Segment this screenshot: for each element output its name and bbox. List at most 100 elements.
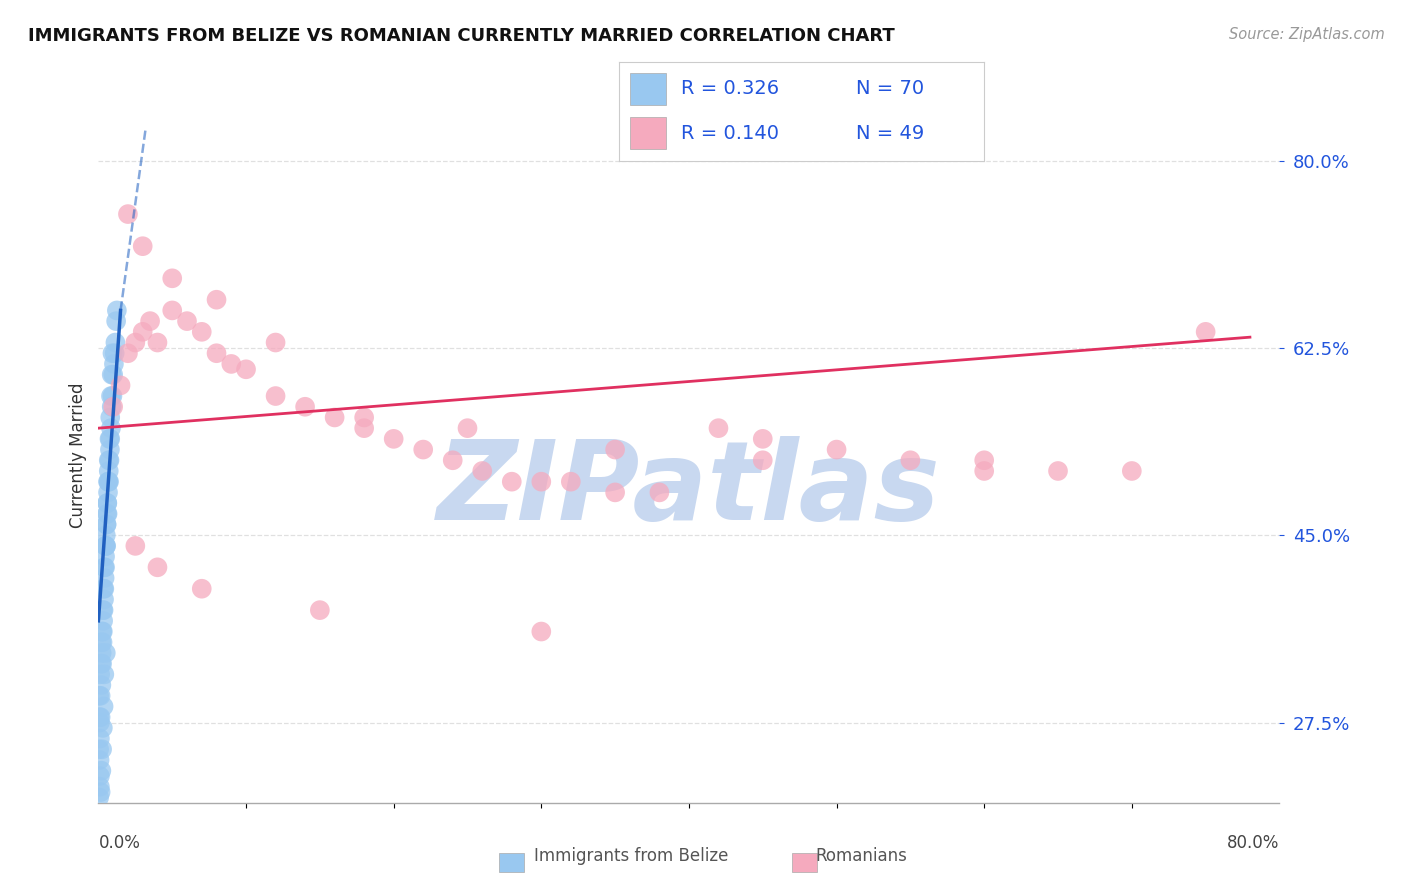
Text: R = 0.140: R = 0.140 [681, 124, 779, 143]
Point [162, 271, 183, 285]
Point [900, 453, 922, 467]
Point [98, 475, 121, 489]
Point [973, 453, 995, 467]
Point [104, 335, 127, 350]
Point [97, 475, 120, 489]
Text: Source: ZipAtlas.com: Source: ZipAtlas.com [1229, 27, 1385, 42]
FancyBboxPatch shape [630, 118, 666, 149]
Point [530, 475, 553, 489]
Point [441, 453, 464, 467]
Y-axis label: Currently Married: Currently Married [69, 382, 87, 528]
Point [353, 410, 375, 425]
Text: N = 49: N = 49 [856, 124, 925, 143]
Point [90, 635, 112, 649]
Point [104, 346, 127, 360]
Point [94, 539, 117, 553]
Point [139, 314, 162, 328]
Point [91, 624, 114, 639]
Point [605, 442, 627, 457]
Point [353, 421, 375, 435]
Point [93, 582, 115, 596]
Point [93, 699, 115, 714]
Point [96, 496, 118, 510]
Point [93, 667, 115, 681]
FancyBboxPatch shape [630, 73, 666, 104]
Point [98, 442, 121, 457]
Point [105, 314, 128, 328]
Point [105, 303, 128, 318]
Point [560, 475, 582, 489]
Text: IMMIGRANTS FROM BELIZE VS ROMANIAN CURRENTLY MARRIED CORRELATION CHART: IMMIGRANTS FROM BELIZE VS ROMANIAN CURRE… [28, 27, 894, 45]
Point [98, 453, 121, 467]
Point [90, 785, 112, 799]
Point [94, 549, 117, 564]
Point [1046, 464, 1069, 478]
Point [97, 475, 120, 489]
Point [124, 335, 146, 350]
Point [103, 357, 125, 371]
Point [89, 667, 111, 681]
Point [191, 325, 214, 339]
Point [91, 614, 114, 628]
Point [382, 432, 405, 446]
Point [100, 368, 122, 382]
Point [96, 517, 118, 532]
Point [91, 635, 114, 649]
Point [91, 742, 114, 756]
Point [219, 357, 243, 371]
Point [96, 496, 118, 510]
Point [100, 389, 122, 403]
Point [101, 346, 124, 360]
Point [89, 790, 111, 805]
Point [605, 485, 627, 500]
Point [205, 293, 228, 307]
Point [90, 689, 112, 703]
Point [89, 710, 111, 724]
Point [90, 764, 112, 778]
Point [309, 603, 332, 617]
Point [235, 362, 257, 376]
Point [89, 753, 111, 767]
Point [98, 432, 121, 446]
Point [146, 335, 169, 350]
Point [97, 485, 120, 500]
Point [89, 715, 111, 730]
Point [89, 689, 111, 703]
Point [94, 539, 117, 553]
Point [501, 475, 523, 489]
Point [93, 592, 115, 607]
Point [707, 421, 730, 435]
Point [751, 453, 773, 467]
Point [94, 539, 117, 553]
Point [98, 432, 121, 446]
Point [96, 507, 118, 521]
Point [132, 239, 155, 253]
Point [93, 603, 115, 617]
Point [91, 657, 114, 671]
Point [530, 624, 553, 639]
Point [103, 368, 125, 382]
Point [97, 453, 120, 467]
Point [117, 346, 139, 360]
Point [191, 582, 214, 596]
Point [93, 560, 115, 574]
Point [176, 314, 198, 328]
Point [89, 769, 111, 783]
Text: 0.0%: 0.0% [98, 834, 141, 852]
Text: Immigrants from Belize: Immigrants from Belize [534, 847, 728, 865]
Point [93, 571, 115, 585]
Point [90, 710, 112, 724]
Point [90, 646, 112, 660]
Text: R = 0.326: R = 0.326 [681, 79, 779, 98]
Point [751, 432, 773, 446]
Point [110, 378, 132, 392]
Point [89, 780, 111, 794]
Point [89, 731, 111, 746]
Point [93, 582, 115, 596]
Point [132, 325, 155, 339]
Point [91, 721, 114, 735]
Point [94, 528, 117, 542]
Point [124, 539, 146, 553]
Point [96, 517, 118, 532]
Point [648, 485, 671, 500]
